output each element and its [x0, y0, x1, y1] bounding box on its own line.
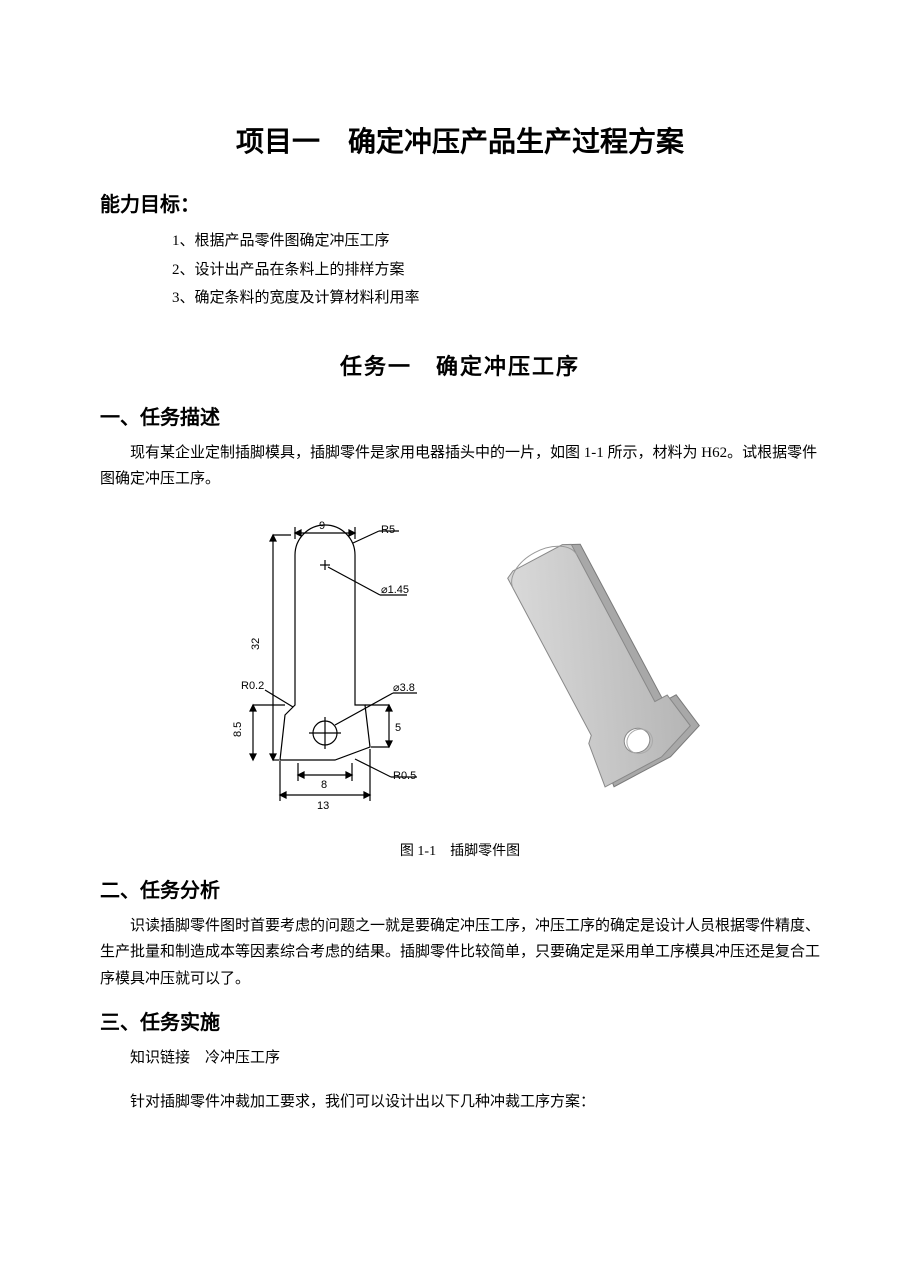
- dim-phi-small: ⌀1.45: [381, 584, 409, 596]
- engineering-drawing: 9 R5 ⌀1.45 32 R0.2 8.5 ⌀3.8 5 8 13 R0.5: [195, 515, 425, 825]
- dim-height-tab: 5: [395, 722, 401, 734]
- objectives-list: 1、根据产品零件图确定冲压工序 2、设计出产品在条料上的排样方案 3、确定条料的…: [100, 227, 820, 313]
- objective-item: 1、根据产品零件图确定冲压工序: [172, 227, 820, 256]
- section-heading-3: 三、任务实施: [100, 1006, 820, 1035]
- dim-height-lower: 8.5: [232, 722, 244, 737]
- objective-item: 2、设计出产品在条料上的排样方案: [172, 256, 820, 285]
- project-title: 项目一 确定冲压产品生产过程方案: [100, 120, 820, 160]
- dim-phi-hole: ⌀3.8: [393, 682, 415, 694]
- section-3-p1: 知识链接 冷冲压工序: [100, 1045, 820, 1071]
- dim-width-bottom: 13: [317, 800, 329, 812]
- figure-caption: 图 1-1 插脚零件图: [100, 840, 820, 860]
- section-3-p2: 针对插脚零件冲裁加工要求，我们可以设计出以下几种冲裁工序方案：: [100, 1089, 820, 1115]
- dim-height-total: 32: [250, 638, 262, 650]
- dim-r-bottom: R0.5: [393, 770, 416, 782]
- section-1-paragraph: 现有某企业定制插脚模具，插脚零件是家用电器插头中的一片，如图 1-1 所示，材料…: [100, 440, 820, 493]
- section-heading-1: 一、任务描述: [100, 401, 820, 430]
- section-heading-2: 二、任务分析: [100, 874, 820, 903]
- dim-width-inner: 8: [321, 779, 327, 791]
- section-2-paragraph: 识读插脚零件图时首要考虑的问题之一就是要确定冲压工序，冲压工序的确定是设计人员根…: [100, 913, 820, 992]
- figure-area: 9 R5 ⌀1.45 32 R0.2 8.5 ⌀3.8 5 8 13 R0.5: [100, 510, 820, 830]
- dim-top-width: 9: [319, 520, 325, 532]
- objective-item: 3、确定条料的宽度及计算材料利用率: [172, 284, 820, 313]
- dim-r-small: R0.2: [241, 680, 264, 692]
- task-title: 任务一 确定冲压工序: [100, 349, 820, 381]
- part-render: [465, 530, 725, 810]
- dim-r-top: R5: [381, 524, 395, 536]
- ability-heading: 能力目标：: [100, 188, 820, 217]
